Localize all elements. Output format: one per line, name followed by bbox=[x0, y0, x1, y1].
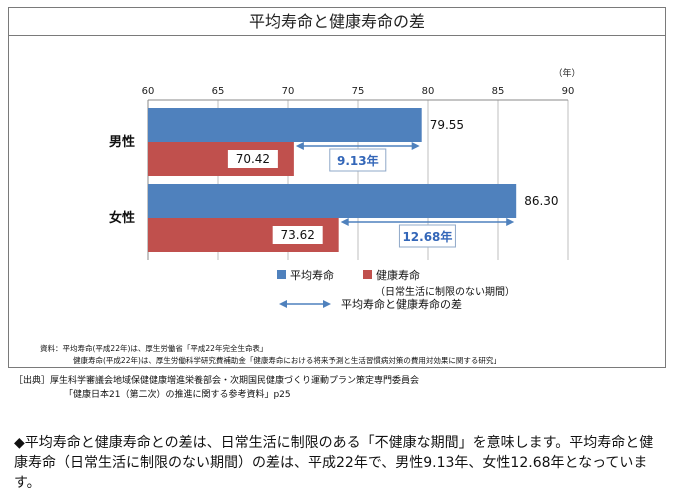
x-tick-label: 75 bbox=[352, 86, 365, 97]
gap-arrow-head-left bbox=[340, 218, 349, 226]
bar-value-box bbox=[227, 150, 278, 168]
source-note-line-1: 資料：平均寿命(平成22年)は、厚生労働省「平成22年完全生命表」 bbox=[40, 344, 268, 353]
citation-line-1: ［出典］厚生科学審議会地域保健健康増進栄養部会・次期国民健康づくり運動プラン策定… bbox=[14, 376, 420, 386]
gap-label-box bbox=[329, 148, 387, 172]
legend-label: 平均寿命 bbox=[290, 268, 334, 282]
x-tick-label: 80 bbox=[422, 86, 435, 97]
gap-label-box bbox=[398, 224, 456, 248]
summary-text: ◆平均寿命と健康寿命との差は、日常生活に制限のある「不健康な期間」を意味します。… bbox=[14, 435, 654, 491]
source-note-line-2: 健康寿命(平成22年)は、厚生労働科学研究費補助金「健康寿命における将来予測と生… bbox=[73, 356, 501, 365]
legend-swatch bbox=[277, 270, 286, 279]
life-expectancy-chart: （年） 60 65 70 75 80 85 90 男性 79.55 70.42 女性 86.30 73.6… bbox=[109, 67, 581, 311]
legend-arrow-head-left bbox=[279, 300, 287, 308]
citation-line-2: 「健康日本21（第二次）の推進に関する参考資料」p25 bbox=[64, 390, 291, 400]
x-tick-label: 85 bbox=[492, 86, 505, 97]
x-tick-label: 60 bbox=[142, 86, 155, 97]
gap-arrow-head-right bbox=[411, 142, 420, 150]
category-label: 女性 bbox=[109, 210, 135, 226]
x-tick-label: 90 bbox=[562, 86, 575, 97]
bar-value-label: 73.62 bbox=[281, 228, 315, 242]
bar-average bbox=[148, 184, 517, 218]
legend-swatch bbox=[363, 270, 372, 279]
data-source-note: 資料：平均寿命(平成22年)は、厚生労働省「平成22年完全生命表」 健康寿命(平… bbox=[40, 343, 501, 367]
gap-arrow-head-right bbox=[506, 218, 515, 226]
x-tick-label: 70 bbox=[282, 86, 295, 97]
x-tick-label: 65 bbox=[212, 86, 225, 97]
category-label: 男性 bbox=[109, 134, 135, 150]
legend-label: 健康寿命 bbox=[376, 268, 420, 282]
bar-average bbox=[148, 108, 422, 142]
gap-label: 9.13年 bbox=[337, 153, 379, 168]
gap-label: 12.68年 bbox=[402, 229, 452, 244]
legend-arrow-label: 平均寿命と健康寿命の差 bbox=[341, 297, 462, 311]
legend-arrow-head-right bbox=[323, 300, 331, 308]
citation: ［出典］厚生科学審議会地域保健健康増進栄養部会・次期国民健康づくり運動プラン策定… bbox=[14, 374, 419, 402]
chart-frame: 平均寿命と健康寿命の差 （年） 60 65 70 75 80 85 90 男性 79.55 70.4… bbox=[8, 7, 666, 368]
bar-value-label: 86.30 bbox=[524, 194, 558, 208]
bar-value-label: 79.55 bbox=[430, 118, 464, 132]
unit-label: （年） bbox=[553, 67, 580, 79]
legend-note: （日常生活に制限のない期間） bbox=[375, 285, 515, 298]
bar-value-box bbox=[272, 226, 323, 244]
gap-arrow-head-left bbox=[295, 142, 304, 150]
bar-value-label: 70.42 bbox=[236, 152, 270, 166]
chart-title: 平均寿命と健康寿命の差 bbox=[9, 8, 665, 36]
